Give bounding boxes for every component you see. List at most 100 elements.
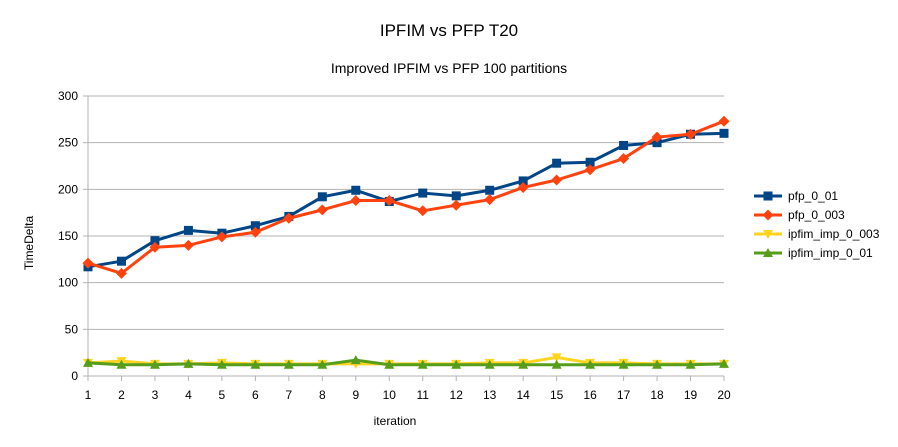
data-point — [250, 359, 261, 369]
data-point — [618, 153, 630, 165]
data-point — [484, 194, 496, 206]
data-point — [116, 256, 126, 266]
data-point — [551, 353, 562, 363]
y-tick-label: 50 — [65, 322, 79, 336]
data-point — [619, 140, 629, 150]
data-point — [518, 359, 529, 369]
data-point — [83, 357, 93, 367]
data-point — [719, 358, 729, 368]
x-tick-label: 4 — [185, 388, 192, 402]
legend-label: pfp_0_003 — [788, 208, 845, 222]
y-tick-label: 100 — [58, 276, 78, 290]
data-point — [719, 128, 729, 138]
y-axis-label: TimeDelta — [22, 216, 36, 271]
legend-label: pfp_0_01 — [788, 189, 838, 203]
data-point — [283, 212, 295, 224]
series-pfp_0_003 — [82, 115, 730, 279]
data-point — [651, 131, 663, 143]
legend-label: ipfim_imp_0_01 — [788, 246, 873, 260]
data-point — [518, 176, 528, 186]
x-tick-label: 12 — [450, 388, 464, 402]
data-point — [585, 359, 596, 369]
x-axis-label: iteration — [374, 414, 417, 428]
data-point — [450, 199, 462, 211]
data-point — [517, 181, 529, 193]
data-point — [384, 359, 395, 369]
chart-title: IPFIM vs PFP T20 — [380, 21, 518, 40]
legend-item: pfp_0_01 — [754, 189, 838, 203]
series-ipfim_imp_0_01 — [83, 355, 729, 369]
legend-item: ipfim_imp_0_003 — [754, 227, 880, 241]
data-point — [216, 359, 227, 369]
data-point — [182, 239, 194, 251]
legend-swatch-marker — [762, 209, 774, 221]
x-tick-label: 15 — [550, 388, 564, 402]
data-point — [685, 359, 696, 369]
series-line — [87, 119, 725, 275]
series-group — [82, 115, 730, 369]
x-tick-label: 13 — [483, 388, 497, 402]
y-tick-label: 250 — [58, 136, 78, 150]
x-tick-label: 14 — [516, 388, 530, 402]
data-point — [149, 359, 160, 369]
x-tick-label: 5 — [219, 388, 226, 402]
data-point — [652, 359, 663, 369]
data-point — [652, 138, 662, 148]
x-tick-label: 1 — [85, 388, 92, 402]
data-point — [718, 115, 730, 127]
legend: pfp_0_01 pfp_0_003 ipfim_imp_0_003 ipfim_im… — [754, 189, 880, 260]
legend-swatch-marker — [763, 230, 773, 239]
x-tick-label: 10 — [383, 388, 397, 402]
series-pfp_0_01 — [83, 128, 729, 272]
x-tick-labels: 1 2 3 4 5 6 7 8 9 10 11 12 13 14 15 16 17 18 19 20 — [85, 388, 731, 402]
data-point — [685, 128, 697, 140]
data-point — [183, 225, 193, 235]
data-point — [485, 185, 495, 195]
data-point — [484, 359, 495, 369]
chart-subtitle: Improved IPFIM vs PFP 100 partitions — [331, 60, 567, 76]
data-point — [249, 226, 261, 238]
gridlines — [83, 95, 724, 377]
data-point — [552, 158, 562, 168]
data-point — [317, 359, 328, 369]
data-point — [317, 192, 327, 202]
data-point — [451, 191, 461, 201]
y-tick-label: 150 — [58, 229, 78, 243]
x-tick-label: 20 — [717, 388, 731, 402]
data-point — [250, 221, 260, 231]
data-point — [551, 359, 562, 369]
data-point — [149, 241, 161, 253]
data-point — [216, 231, 228, 243]
data-point — [618, 359, 629, 369]
x-tick-label: 11 — [417, 388, 430, 402]
y-tick-labels: 0 50 100 150 200 250 300 — [58, 89, 78, 383]
x-tick-label: 18 — [650, 388, 664, 402]
data-point — [183, 358, 194, 368]
series-line — [87, 131, 725, 269]
y-tick-label: 200 — [58, 182, 78, 196]
series-ipfim_imp_0_003 — [83, 353, 729, 369]
legend-item: ipfim_imp_0_01 — [754, 246, 873, 260]
x-tick-label: 8 — [319, 388, 326, 402]
y-tick-label: 300 — [58, 89, 78, 103]
data-point — [316, 204, 328, 216]
x-tick-label: 9 — [352, 388, 359, 402]
x-tick-label: 7 — [285, 388, 292, 402]
data-point — [383, 195, 395, 207]
x-tick-label: 2 — [118, 388, 125, 402]
data-point — [350, 195, 362, 207]
x-tick-label: 3 — [152, 388, 159, 402]
legend-item: pfp_0_003 — [754, 208, 845, 222]
data-point — [551, 174, 563, 186]
data-point — [417, 359, 428, 369]
x-tick-label: 19 — [684, 388, 698, 402]
series-line — [87, 358, 725, 367]
legend-swatch-marker — [763, 191, 773, 201]
data-point — [417, 205, 429, 217]
data-point — [418, 188, 428, 198]
data-point — [451, 359, 462, 369]
data-point — [283, 359, 294, 369]
x-tick-label: 17 — [617, 388, 631, 402]
data-point — [351, 185, 361, 195]
